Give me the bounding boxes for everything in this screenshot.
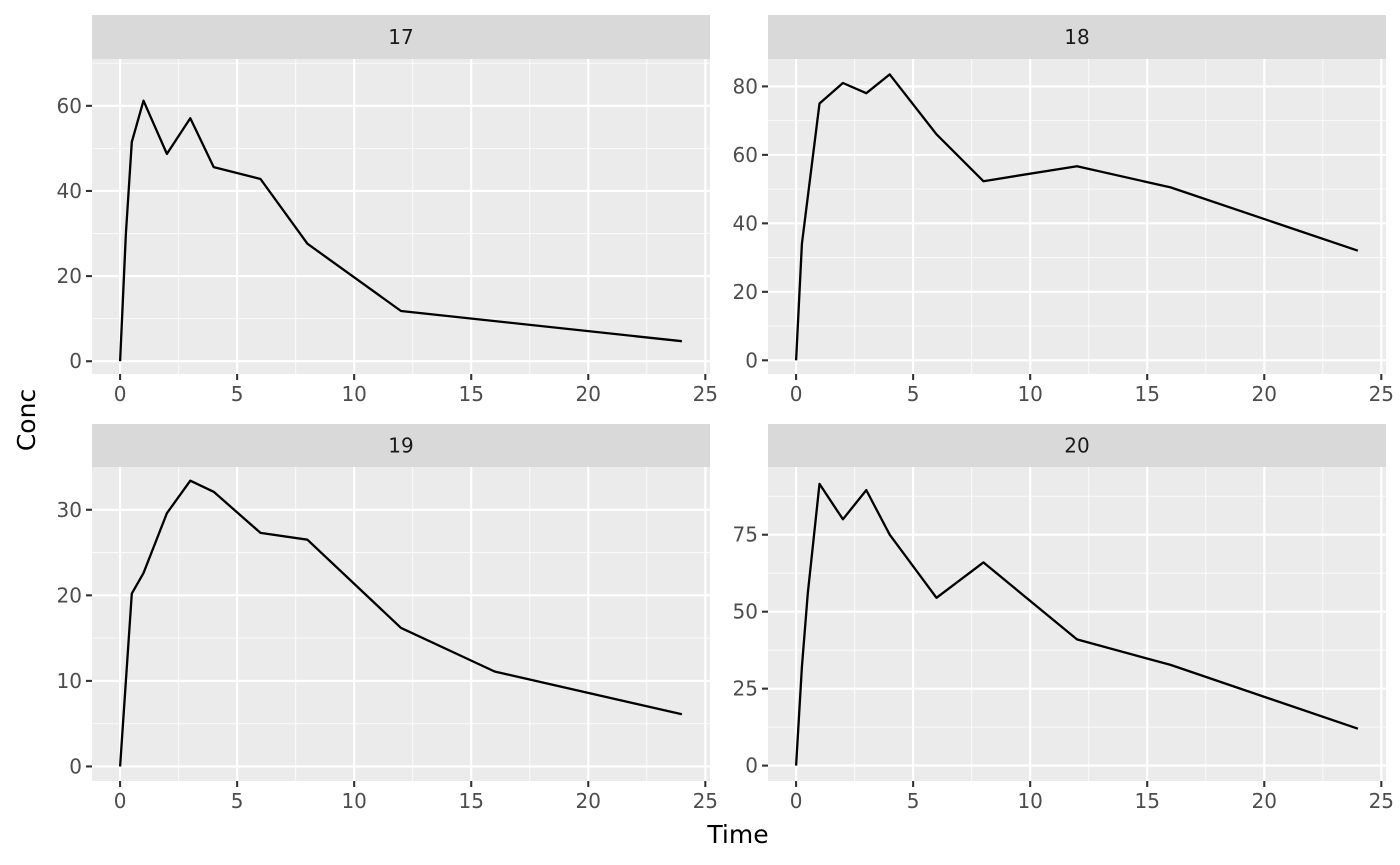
x-tick-label: 10 — [1017, 789, 1042, 813]
strip-background — [768, 424, 1386, 467]
y-tick-label: 80 — [733, 74, 758, 98]
y-tick-label: 20 — [733, 280, 758, 304]
panel-background — [92, 59, 710, 374]
x-tick-label: 0 — [114, 789, 127, 813]
x-tick-label: 5 — [907, 382, 920, 406]
panel-background — [768, 59, 1386, 374]
gridlines — [768, 59, 1386, 374]
x-tick-label: 25 — [693, 789, 718, 813]
panel-background — [768, 467, 1386, 781]
concentration-line — [794, 482, 1359, 766]
x-tick-label: 15 — [1135, 789, 1160, 813]
x-tick-label: 5 — [231, 789, 244, 813]
x-tick-label: 10 — [1017, 382, 1042, 406]
strip-background — [92, 15, 710, 59]
y-tick-label: 0 — [745, 348, 758, 372]
concentration-line — [118, 99, 683, 362]
axis-ticks: 0 5 10 15 20 25 0 20 40 60 80 — [733, 74, 1394, 406]
y-tick-label: 40 — [57, 179, 82, 203]
x-tick-label: 0 — [114, 382, 127, 406]
y-tick-label: 50 — [733, 600, 758, 624]
x-axis-title: Time — [706, 820, 768, 849]
x-tick-label: 25 — [693, 382, 718, 406]
y-tick-label: 30 — [57, 498, 82, 522]
x-tick-label: 20 — [1252, 382, 1277, 406]
strip-background — [92, 424, 710, 467]
concentration-line — [118, 479, 683, 767]
strip-label: 20 — [1064, 434, 1089, 458]
y-tick-label: 20 — [57, 264, 82, 288]
facet-panel-20: 20 0 5 10 15 20 25 0 25 50 75 — [733, 424, 1394, 813]
x-tick-label: 20 — [576, 382, 601, 406]
facet-panel-18: 18 0 5 10 15 20 25 0 20 40 60 80 — [733, 15, 1394, 406]
y-tick-label: 20 — [57, 583, 82, 607]
y-tick-label: 25 — [733, 677, 758, 701]
x-tick-label: 25 — [1369, 382, 1394, 406]
x-tick-label: 25 — [1369, 789, 1394, 813]
x-tick-label: 5 — [907, 789, 920, 813]
axis-ticks: 0 5 10 15 20 25 0 25 50 75 — [733, 523, 1394, 813]
strip-label: 18 — [1064, 25, 1089, 49]
y-tick-label: 10 — [57, 669, 82, 693]
strip-label: 17 — [388, 25, 413, 49]
y-tick-label: 0 — [745, 754, 758, 778]
panel-background — [92, 467, 710, 781]
x-tick-label: 20 — [1252, 789, 1277, 813]
x-tick-label: 20 — [576, 789, 601, 813]
y-tick-label: 60 — [57, 94, 82, 118]
y-tick-label: 0 — [69, 349, 82, 373]
y-tick-label: 40 — [733, 211, 758, 235]
gridlines — [92, 59, 710, 374]
y-axis-title: Conc — [12, 389, 41, 451]
axis-ticks: 0 5 10 15 20 25 0 20 40 60 — [57, 94, 718, 406]
x-tick-label: 0 — [790, 789, 803, 813]
x-tick-label: 15 — [459, 789, 484, 813]
strip-label: 19 — [388, 434, 413, 458]
x-tick-label: 10 — [341, 789, 366, 813]
gridlines — [92, 467, 710, 781]
x-tick-label: 0 — [790, 382, 803, 406]
axis-ticks: 0 5 10 15 20 25 0 10 20 30 — [57, 498, 718, 813]
strip-background — [768, 15, 1386, 59]
facet-panel-19: 19 0 5 10 15 20 25 0 10 20 30 — [57, 424, 718, 813]
gridlines — [768, 467, 1386, 781]
x-tick-label: 5 — [231, 382, 244, 406]
facet-panel-17: 17 0 5 10 15 20 25 0 20 40 60 — [57, 15, 718, 406]
x-tick-label: 15 — [459, 382, 484, 406]
y-tick-label: 60 — [733, 143, 758, 167]
y-tick-label: 75 — [733, 523, 758, 547]
x-tick-label: 10 — [341, 382, 366, 406]
y-tick-label: 0 — [69, 754, 82, 778]
concentration-line — [794, 73, 1359, 361]
x-tick-label: 15 — [1135, 382, 1160, 406]
